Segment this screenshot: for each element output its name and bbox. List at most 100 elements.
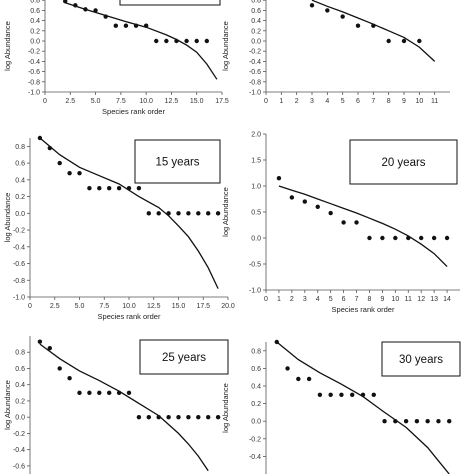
x-tick-label: 10: [415, 98, 423, 105]
y-axis-title: log Abundance: [221, 21, 230, 71]
y-axis-title: log Abundance: [3, 380, 12, 430]
y-tick-label: 0.2: [30, 28, 40, 35]
y-axis-title: log Abundance: [221, 187, 230, 237]
x-tick-label: 2: [295, 98, 299, 105]
x-axis-title: Species rank order: [98, 312, 161, 321]
x-tick-label: 7: [371, 98, 375, 105]
observed-point: [184, 38, 189, 44]
chart-panel-p2: -1.0 -0.8 -0.6 -0.4 -0.2 0.0 0.2 0.4 0.6 0.8 0 1 2 3 4…: [221, 0, 450, 105]
x-tick-label: 15.0: [172, 303, 186, 310]
x-axis-title: Species rank order: [102, 107, 165, 116]
observed-point: [63, 0, 68, 4]
observed-point: [403, 419, 409, 424]
y-tick-label: -0.6: [249, 69, 261, 76]
x-tick-label: 20.0: [221, 303, 235, 310]
y-tick-label: -1.0: [249, 90, 261, 97]
x-tick-label: 13: [430, 296, 438, 303]
observed-point: [315, 204, 320, 209]
panel-label-box: [381, 341, 461, 377]
y-tick-label: 0.0: [251, 419, 261, 426]
y-tick-label: 0.8: [30, 0, 40, 5]
observed-point: [186, 414, 191, 420]
y-tick-label: -0.4: [249, 454, 261, 461]
observed-point: [97, 390, 102, 396]
x-tick-label: 2.5: [65, 98, 75, 105]
observed-point: [176, 414, 181, 420]
y-tick-label: -0.8: [28, 79, 40, 86]
observed-point: [57, 366, 62, 371]
x-tick-label: 5.0: [91, 98, 101, 105]
y-tick-label: 0.4: [251, 384, 261, 391]
observed-point: [393, 419, 398, 424]
x-tick-label: 0: [264, 98, 268, 105]
observed-point: [431, 235, 437, 241]
x-tick-label: 9: [402, 98, 406, 105]
observed-point: [302, 199, 307, 204]
expected-curve: [311, 0, 436, 62]
y-tick-label: 0.8: [251, 0, 261, 5]
observed-point: [289, 195, 295, 200]
y-axis-title: log Abundance: [3, 193, 12, 243]
observed-point: [176, 211, 181, 216]
observed-point: [328, 392, 333, 397]
x-tick-label: 5.0: [75, 303, 85, 310]
panel-label-box: [139, 339, 229, 375]
observed-point: [174, 38, 179, 44]
observed-point: [116, 186, 122, 191]
y-tick-label: -0.4: [13, 244, 25, 251]
observed-point: [414, 419, 420, 424]
x-tick-label: 5: [329, 296, 333, 303]
observed-point: [382, 419, 387, 424]
observed-point: [406, 235, 411, 241]
observed-point: [87, 390, 92, 396]
observed-point: [116, 390, 122, 396]
x-tick-label: 0: [43, 98, 47, 105]
y-tick-label: -0.6: [13, 463, 25, 470]
x-tick-label: 1: [279, 98, 283, 105]
y-tick-label: -0.2: [28, 49, 40, 56]
y-tick-label: 0.6: [251, 366, 261, 373]
observed-point: [206, 211, 211, 216]
y-tick-label: -0.4: [28, 59, 40, 66]
observed-point: [380, 235, 385, 241]
observed-point: [133, 23, 139, 28]
observed-point: [123, 23, 129, 28]
x-tick-label: 6: [356, 98, 360, 105]
observed-point: [355, 23, 361, 28]
y-tick-label: -0.8: [249, 79, 261, 86]
y-tick-label: 0.2: [251, 401, 261, 408]
observed-point: [285, 366, 290, 371]
observed-point: [113, 23, 119, 28]
observed-point: [401, 38, 407, 44]
y-tick-label: 0.4: [30, 18, 40, 25]
observed-point: [67, 376, 72, 381]
observed-point: [417, 38, 422, 44]
x-tick-label: 9: [380, 296, 384, 303]
observed-point: [156, 211, 161, 216]
x-tick-label: 12.5: [165, 98, 179, 105]
panel-label-box: [119, 0, 221, 6]
observed-point: [154, 38, 159, 44]
x-tick-label: 15.0: [190, 98, 204, 105]
x-tick-label: 11: [431, 98, 438, 105]
observed-point: [296, 376, 301, 382]
x-tick-label: 12.5: [147, 303, 161, 310]
y-tick-label: -1.0: [249, 288, 261, 295]
panel-label: 20 years: [381, 157, 425, 169]
y-tick-label: 1.5: [251, 158, 261, 165]
expected-curve: [64, 2, 218, 80]
observed-point: [328, 210, 333, 216]
panel-label-box: [134, 139, 221, 184]
observed-point: [350, 392, 355, 397]
observed-point: [276, 176, 282, 181]
observed-point: [67, 170, 72, 176]
observed-point: [274, 339, 279, 345]
x-tick-label: 6: [342, 296, 346, 303]
y-tick-label: -1.0: [28, 90, 40, 97]
y-tick-label: 0.5: [251, 210, 261, 217]
expected-curve: [39, 343, 209, 472]
observed-point: [340, 14, 345, 19]
y-tick-label: -0.8: [13, 278, 25, 285]
observed-point: [306, 376, 312, 382]
panel-label: 25 years: [162, 352, 206, 364]
